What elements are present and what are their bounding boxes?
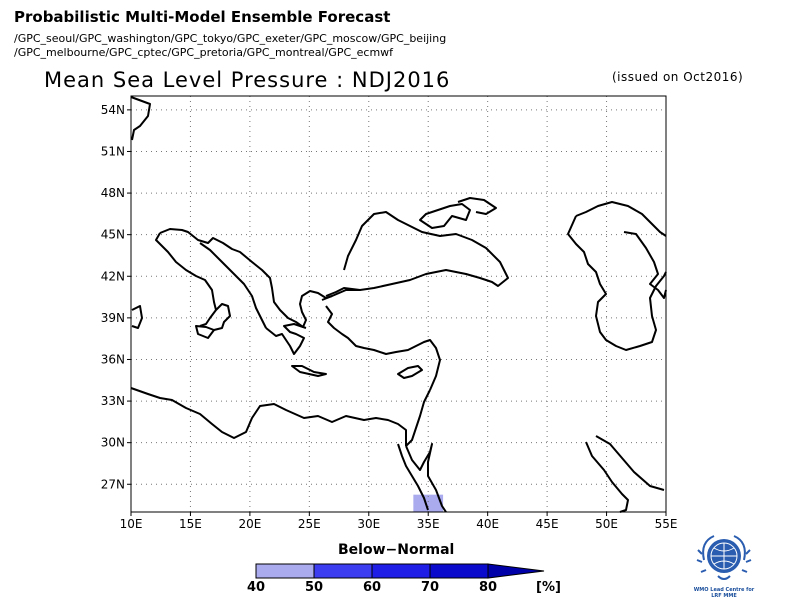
legend-label-80: 80	[478, 580, 498, 595]
legend-swatch-0	[255, 563, 315, 579]
map-title: Mean Sea Level Pressure : NDJ2016	[44, 68, 451, 92]
wmo-logo: WMO Lead Centre for LRF MME	[692, 530, 756, 600]
map-frame	[130, 95, 667, 513]
lat-tick-label: 54N	[101, 103, 125, 117]
legend-label-40: 40	[246, 580, 266, 595]
lat-tick-label: 33N	[101, 394, 125, 408]
lon-tick-label: 30E	[357, 517, 380, 531]
logo-text-line1: WMO Lead Centre for	[693, 587, 755, 593]
coastline-turkey	[321, 287, 441, 391]
coastline-crimea	[419, 203, 471, 229]
coastline-greece	[265, 323, 307, 355]
lat-tick-label: 45N	[101, 228, 125, 242]
shaded-cell-0	[413, 494, 444, 512]
lon-tick-label: 15E	[179, 517, 202, 531]
lon-tick-label: 50E	[595, 517, 618, 531]
lon-tick-label: 40E	[476, 517, 499, 531]
coastline-adriatic-east	[199, 242, 267, 329]
legend-label-50: 50	[304, 580, 324, 595]
lat-tick-label: 51N	[101, 144, 125, 158]
page-title: Probabilistic Multi-Model Ensemble Forec…	[14, 8, 391, 26]
lat-tick-label: 30N	[101, 436, 125, 450]
coastline-turkey-north	[343, 211, 509, 291]
legend-unit: [%]	[536, 580, 561, 595]
lat-tick-label: 27N	[101, 477, 125, 491]
lat-tick-label: 42N	[101, 269, 125, 283]
lon-tick-label: 10E	[120, 517, 143, 531]
coastline-crete	[291, 365, 327, 377]
centres-line-2: /GPC_melbourne/GPC_cptec/GPC_pretoria/GP…	[14, 46, 394, 59]
centres-line-1: /GPC_seoul/GPC_washington/GPC_tokyo/GPC_…	[14, 32, 447, 45]
legend-label-60: 60	[362, 580, 382, 595]
legend-label-70: 70	[420, 580, 440, 595]
coastlines	[130, 96, 667, 513]
coastline-azov	[457, 197, 497, 215]
legend-swatch-3	[429, 563, 489, 579]
wmo-globe-icon	[696, 535, 752, 580]
lon-tick-label: 55E	[655, 517, 678, 531]
coastline-sicily	[195, 325, 215, 339]
lon-tick-label: 25E	[298, 517, 321, 531]
coastline-red-sea	[397, 443, 447, 513]
legend-swatch-1	[313, 563, 373, 579]
map-axes: 10E 15E 20E 25E 30E 35E 40E 45E 50E 55E 27N 30N 33N 3…	[101, 95, 678, 531]
coastline-italy-west	[155, 232, 231, 331]
logo-text-line2: LRF MME	[711, 593, 737, 599]
coastline-north-africa	[130, 387, 407, 446]
lon-tick-label: 35E	[417, 517, 440, 531]
legend-colorbar	[255, 563, 545, 579]
issued-date: (issued on Oct2016)	[612, 70, 744, 84]
coastline-caspian	[567, 201, 667, 351]
lat-tick-label: 39N	[101, 311, 125, 325]
coastline-caspian-east	[623, 231, 667, 299]
graticule	[131, 96, 666, 512]
lat-tick-label: 48N	[101, 186, 125, 200]
legend-swatch-2	[371, 563, 431, 579]
coastline-italy-balkans	[130, 96, 333, 328]
coastline-levant	[405, 389, 431, 447]
legend-title: Below−Normal	[338, 542, 455, 558]
lat-tick-label: 36N	[101, 352, 125, 366]
legend-arrow	[487, 563, 545, 579]
coastline-persian-gulf	[585, 435, 665, 513]
lon-tick-label: 20E	[238, 517, 261, 531]
lon-tick-label: 45E	[536, 517, 559, 531]
coastline-cyprus	[397, 365, 423, 379]
probability-shading	[413, 494, 444, 512]
coastline-sardinia	[131, 305, 143, 329]
